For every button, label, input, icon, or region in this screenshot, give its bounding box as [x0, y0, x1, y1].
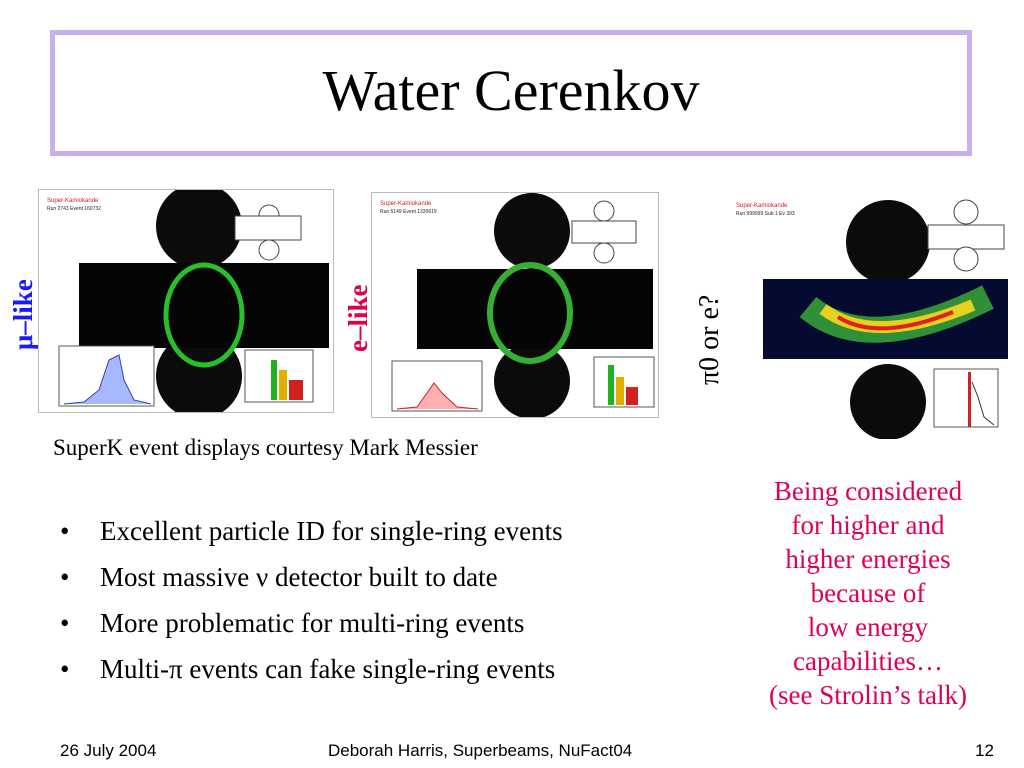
svg-text:Super-Kamiokande: Super-Kamiokande	[736, 203, 788, 209]
footer-page-number: 12	[975, 741, 994, 760]
bullet-item: Most massive ν detector built to date	[60, 554, 563, 600]
svg-text:Run 2743 Event 160732: Run 2743 Event 160732	[47, 206, 101, 212]
svg-text:Super-Kamiokande: Super-Kamiokande	[47, 198, 99, 204]
e-like-event-display: Super-Kamiokande Run 5149 Event 1330619	[371, 192, 659, 418]
note-line: for higher and	[791, 510, 945, 540]
svg-text:Super-Kamiokande: Super-Kamiokande	[380, 201, 432, 207]
bullet-list: Excellent particle ID for single-ring ev…	[60, 508, 563, 692]
slide-title: Water Cerenkov	[322, 58, 700, 123]
note-line: higher energies	[785, 544, 951, 574]
e-like-label: e–like	[343, 284, 373, 353]
side-note: Being considered for higher and higher e…	[728, 474, 1008, 712]
bullet-item: Multi-π events can fake single-ring even…	[60, 646, 563, 692]
note-line: because of	[810, 578, 926, 608]
pi0-or-e-label: π0 or e?	[694, 294, 725, 385]
mu-like-event-display: Super-Kamiokande Run 2743 Event 160732	[38, 189, 334, 413]
note-line: capabilities…	[793, 646, 943, 676]
svg-text:Run 999999 Sub 1 Ev 393: Run 999999 Sub 1 Ev 393	[736, 211, 795, 217]
note-line: low energy	[807, 612, 929, 642]
footer-date: 26 July 2004	[60, 741, 157, 760]
title-box: Water Cerenkov	[50, 30, 972, 156]
bullet-item: Excellent particle ID for single-ring ev…	[60, 508, 563, 554]
mu-like-label: μ–like	[8, 279, 38, 350]
svg-text:Run 5149 Event 1330619: Run 5149 Event 1330619	[380, 209, 437, 215]
bullet-item: More problematic for multi-ring events	[60, 600, 563, 646]
footer-center: Deborah Harris, Superbeams, NuFact04	[328, 741, 633, 760]
image-caption: SuperK event displays courtesy Mark Mess…	[53, 435, 478, 460]
note-line: (see Strolin’s talk)	[769, 680, 967, 710]
note-line: Being considered	[773, 476, 963, 506]
pi0-event-display: Super-Kamiokande Run 999999 Sub 1 Ev 393	[728, 197, 1010, 439]
